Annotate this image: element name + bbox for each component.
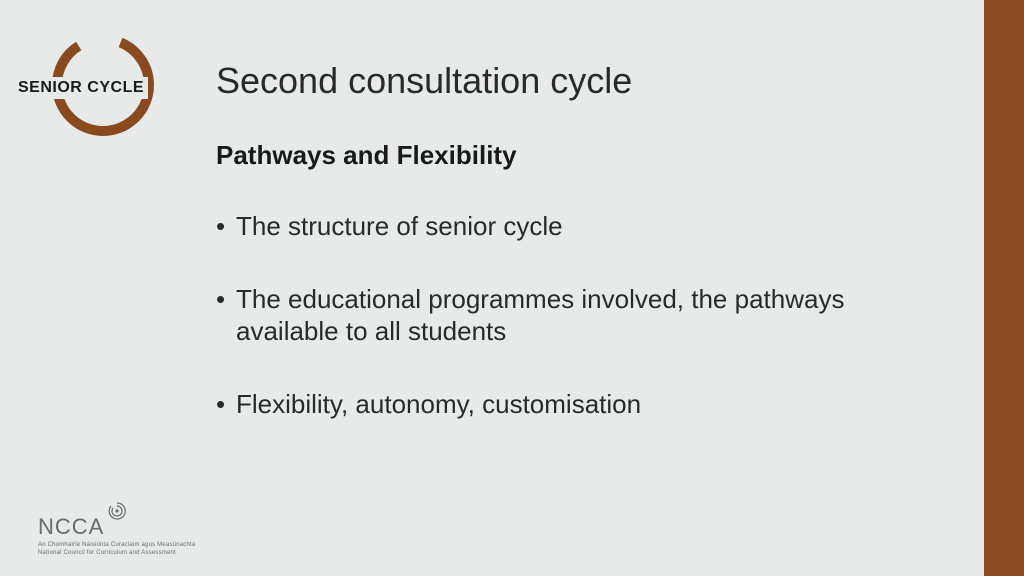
swirl-icon [106,500,128,527]
slide: SENIOR CYCLE Second consultation cycle P… [0,0,1024,576]
ncca-acronym: NCCA [38,514,104,539]
slide-title: Second consultation cycle [216,60,632,102]
bullet-list: The structure of senior cycle The educat… [216,210,936,460]
logo-label: SENIOR CYCLE [14,77,148,99]
ncca-subtitle-en: National Council for Curriculum and Asse… [38,550,195,556]
slide-subtitle: Pathways and Flexibility [216,140,517,171]
ncca-logo: NCCA An Chomhairle Náisiúnta Curaclaim a… [38,514,195,556]
accent-sidebar [984,0,1024,576]
bullet-item: The educational programmes involved, the… [216,283,936,348]
bullet-item: Flexibility, autonomy, customisation [216,388,936,421]
bullet-item: The structure of senior cycle [216,210,936,243]
ncca-subtitle-ga: An Chomhairle Náisiúnta Curaclaim agus M… [38,542,195,548]
